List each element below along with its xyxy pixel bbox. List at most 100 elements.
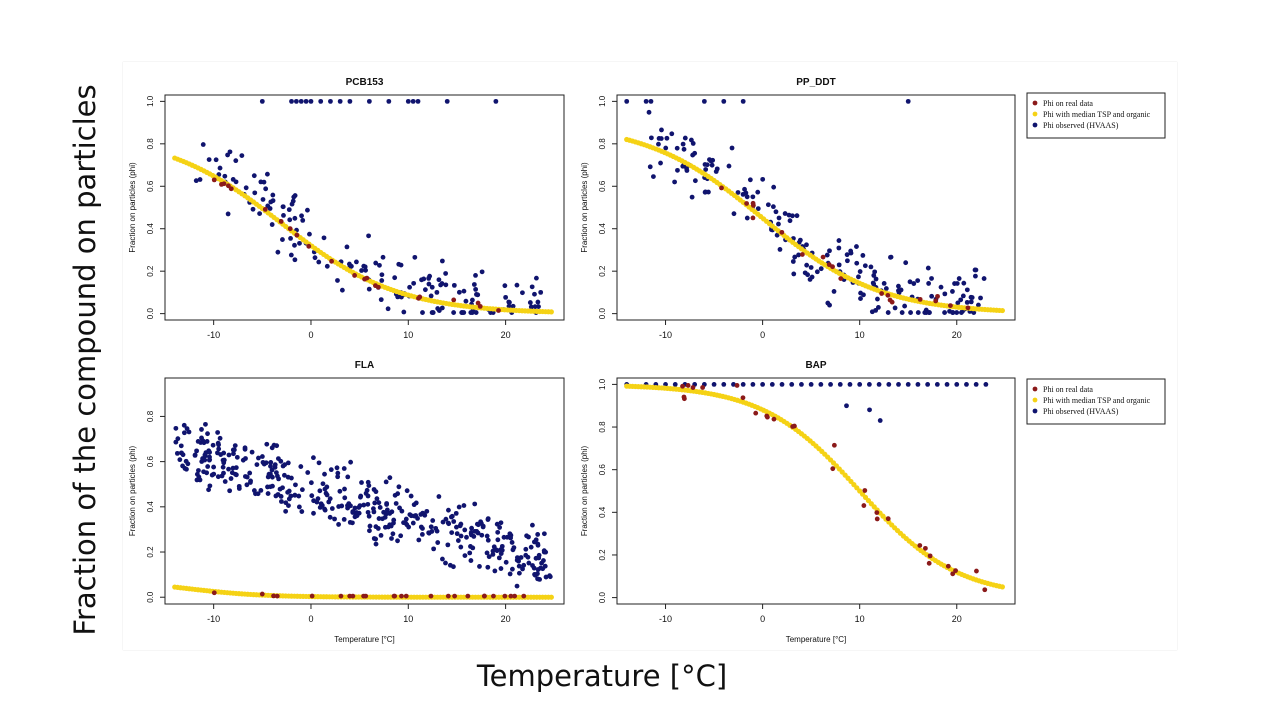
y-tick-label: 1.0 [598, 378, 607, 390]
y-axis-label: Fraction on particles (phi) [580, 446, 589, 537]
legend-marker [1032, 386, 1038, 392]
observed-point [475, 522, 481, 528]
observed-point [503, 294, 509, 300]
real-data-point [452, 593, 458, 599]
observed-point [510, 547, 516, 553]
real-data-point [945, 563, 951, 569]
observed-point [173, 439, 179, 445]
observed-point [381, 509, 387, 515]
real-data-point [753, 410, 759, 416]
x-tick-label: 20 [501, 614, 511, 624]
observed-point [286, 207, 292, 213]
real-data-point [799, 252, 805, 257]
observed-point [200, 142, 206, 147]
observed-point [420, 310, 425, 315]
observed-point [968, 294, 974, 300]
observed-point [270, 198, 276, 204]
observed-point [883, 286, 889, 291]
observed-point [265, 491, 271, 496]
observed-point [196, 468, 201, 473]
observed-point-top [799, 381, 804, 387]
observed-point-top [293, 98, 299, 104]
observed-point [324, 263, 330, 269]
observed-point [410, 520, 416, 526]
observed-point [307, 231, 312, 237]
observed-point [675, 167, 680, 173]
observed-point [527, 300, 533, 305]
observed-point [451, 310, 457, 315]
x-tick-label: 0 [760, 614, 765, 624]
observed-point [426, 281, 432, 287]
observed-point [796, 252, 801, 258]
observed-point-top [259, 98, 265, 104]
observed-point [950, 289, 955, 294]
observed-point [858, 296, 863, 301]
y-tick-label: 0.8 [146, 138, 155, 150]
observed-point [485, 564, 491, 570]
real-data-point [982, 587, 988, 593]
observed-point-top [808, 381, 814, 387]
observed-point [419, 531, 425, 537]
real-data-point [271, 593, 276, 599]
observed-point-top [769, 381, 775, 387]
observed-point [181, 430, 187, 436]
observed-point [523, 552, 529, 558]
observed-point [431, 546, 437, 552]
real-data-point [350, 593, 356, 599]
observed-point [881, 280, 887, 286]
observed-point [379, 278, 385, 283]
observed-point [373, 260, 379, 266]
observed-point [911, 281, 917, 286]
observed-point-top [701, 98, 707, 104]
observed-point [373, 541, 379, 547]
real-data-point [922, 545, 928, 551]
observed-point [485, 516, 491, 521]
real-data-point [521, 593, 527, 599]
observed-point [287, 217, 293, 223]
y-axis-label: Fraction on particles (phi) [128, 446, 137, 537]
observed-point [217, 435, 223, 441]
observed-point [669, 131, 675, 137]
observed-point [433, 525, 439, 531]
observed-point [689, 194, 695, 200]
observed-point-top [760, 381, 766, 387]
observed-point [207, 449, 213, 455]
observed-point [250, 206, 256, 212]
observed-point [536, 304, 541, 310]
observed-point [818, 266, 824, 272]
observed-point [896, 283, 901, 289]
observed-point [334, 465, 340, 471]
x-tick-label: 0 [760, 330, 765, 340]
observed-point [680, 141, 686, 147]
observed-point [462, 553, 468, 559]
observed-point [347, 519, 353, 525]
observed-point [300, 217, 306, 223]
observed-point [873, 276, 879, 282]
y-axis-label: Fraction on particles (phi) [128, 162, 137, 253]
observed-point [268, 460, 274, 465]
observed-point [382, 524, 388, 530]
observed-point [291, 194, 297, 200]
observed-point [232, 443, 238, 448]
observed-point [398, 533, 404, 539]
observed-point [747, 177, 753, 183]
observed-point [472, 528, 478, 534]
observed-point [486, 554, 492, 560]
observed-point [215, 440, 221, 446]
observed-point [498, 566, 504, 571]
observed-point [776, 221, 781, 227]
real-data-point [953, 568, 958, 574]
observed-point [471, 282, 477, 287]
observed-point-top [624, 98, 630, 104]
observed-point [499, 543, 505, 549]
observed-point [786, 212, 792, 218]
observed-point [292, 492, 298, 498]
observed-point [978, 295, 983, 301]
real-data-point [750, 200, 756, 206]
observed-point [777, 247, 783, 252]
observed-point [808, 265, 814, 270]
observed-point [335, 474, 341, 480]
observed-point [393, 501, 399, 506]
observed-point [541, 531, 547, 537]
observed-point [923, 310, 929, 315]
